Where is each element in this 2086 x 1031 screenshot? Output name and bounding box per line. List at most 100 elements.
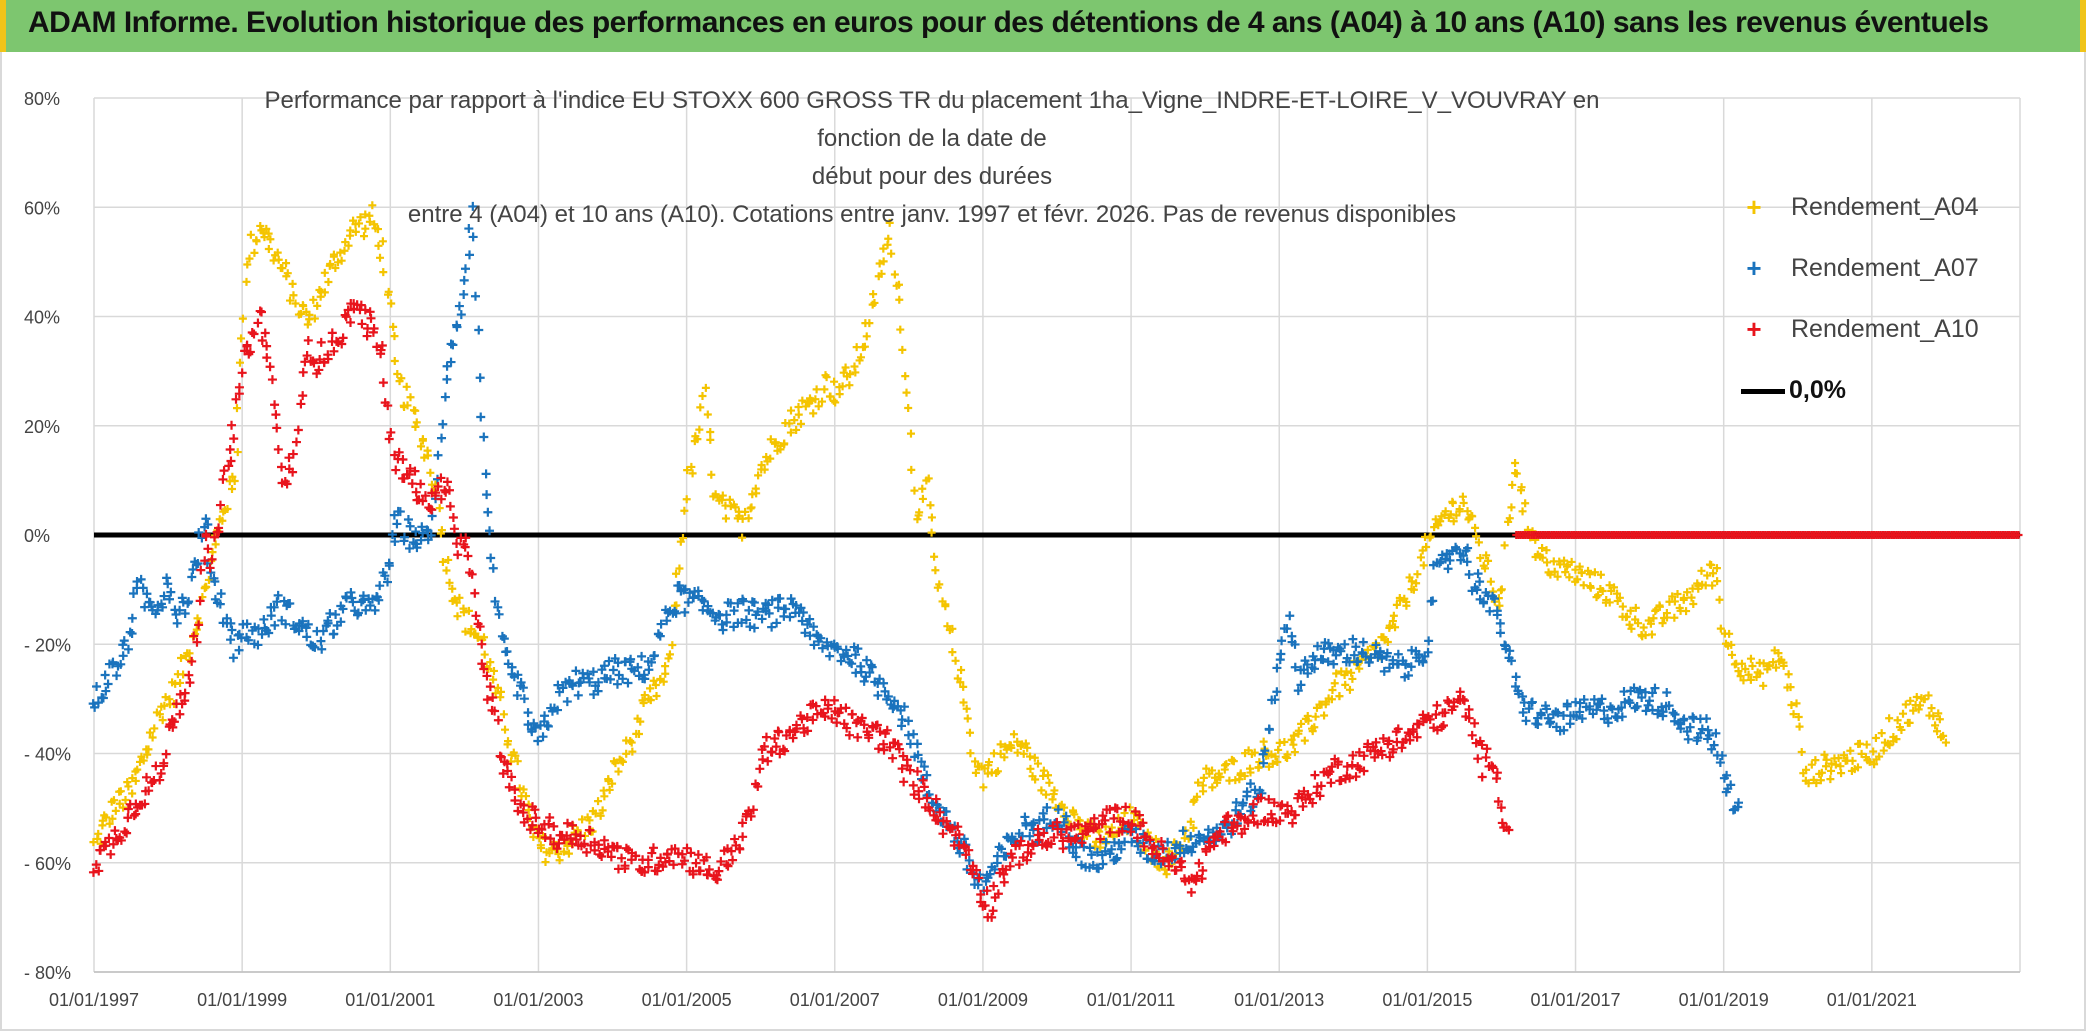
a04-point: [346, 226, 355, 235]
a07-point: [1277, 636, 1287, 646]
a04-point: [1639, 623, 1648, 632]
a07-point: [571, 666, 581, 676]
a04-point: [652, 692, 661, 701]
a10-point: [563, 818, 573, 828]
a10-point: [1215, 826, 1225, 836]
a10-point: [987, 912, 997, 922]
a10-point: [1186, 887, 1196, 897]
a04-point: [305, 310, 314, 319]
a07-point: [847, 659, 857, 669]
a10-point: [874, 744, 884, 754]
a04-point: [1816, 776, 1825, 785]
a07-point: [1107, 844, 1117, 854]
a10-point: [1240, 824, 1250, 834]
a04-point: [1563, 562, 1571, 571]
a10-point: [914, 794, 924, 804]
a04-point: [1311, 712, 1320, 721]
chart-title-line-2: début pour des durées: [811, 163, 1053, 190]
a10-point: [510, 795, 520, 805]
a10-point: [1308, 798, 1318, 808]
a07-point: [1331, 650, 1341, 660]
a04-point: [678, 534, 687, 543]
a10-point: [482, 695, 492, 705]
a04-point: [760, 465, 769, 474]
a07-point: [1053, 805, 1063, 815]
x-tick-label: 01/01/1999: [197, 990, 287, 1010]
a07-point: [1428, 596, 1438, 606]
a04-point: [283, 269, 292, 278]
a04-point: [245, 254, 254, 263]
a07-point: [608, 665, 618, 675]
a10-point: [761, 732, 771, 742]
a04-point: [155, 710, 164, 719]
a04-point: [453, 612, 462, 621]
a07-point: [1595, 699, 1605, 709]
a04-point: [1739, 676, 1748, 685]
a10-point: [479, 664, 489, 674]
a04-point: [313, 301, 322, 310]
a07-point: [1458, 551, 1468, 561]
a04-point: [646, 684, 655, 693]
a10-point: [1342, 762, 1352, 772]
a10-point: [748, 805, 758, 815]
a07-point: [338, 604, 348, 614]
a10-point: [808, 715, 818, 725]
a04-point: [252, 236, 261, 245]
a07-point: [1524, 704, 1534, 714]
a04-point: [116, 787, 125, 796]
a10-point: [704, 864, 714, 874]
a07-point: [1025, 831, 1035, 841]
a07-point: [1302, 660, 1312, 670]
a04-point: [1383, 637, 1392, 646]
a10-point: [999, 869, 1009, 879]
a04-point: [1605, 581, 1614, 590]
a10-point: [1388, 744, 1398, 754]
a04-point: [1267, 750, 1276, 759]
a10-point: [1327, 762, 1337, 772]
a10-point: [327, 328, 337, 338]
a04-point: [796, 419, 805, 428]
a04-point: [1332, 669, 1341, 678]
a07-point: [1276, 649, 1286, 659]
a04-point: [887, 249, 896, 258]
a07-point: [825, 651, 835, 661]
a07-point: [640, 674, 650, 684]
a07-point: [757, 614, 767, 624]
a10-point: [1377, 750, 1387, 760]
a04-point: [1037, 786, 1046, 795]
a04-point: [1879, 746, 1888, 755]
a10-point: [847, 709, 857, 719]
a04-point: [901, 372, 910, 381]
a07-point: [516, 677, 526, 687]
a10-point: [356, 300, 366, 310]
a07-point: [1527, 697, 1537, 707]
a10-point: [433, 481, 443, 491]
a04-point: [1585, 570, 1594, 579]
a07-point: [1340, 639, 1350, 649]
a04-point: [480, 650, 489, 659]
a10-point: [1112, 804, 1122, 814]
a04-point: [1363, 645, 1372, 654]
a07-point: [226, 635, 236, 645]
a07-point: [374, 595, 384, 605]
a04-point: [1663, 613, 1672, 622]
a10-point: [1492, 768, 1502, 778]
a10-point: [1080, 821, 1090, 831]
a07-point: [1571, 712, 1581, 722]
a07-point: [187, 572, 197, 582]
a04-point: [444, 555, 453, 564]
a10-point: [686, 848, 696, 858]
a04-point: [160, 701, 169, 710]
a10-point: [716, 856, 726, 866]
a10-point: [215, 500, 225, 510]
a10-point: [1408, 724, 1418, 734]
a04-point: [459, 604, 468, 613]
a04-point: [296, 309, 305, 318]
a07-point: [568, 681, 578, 691]
a04-point: [1914, 705, 1923, 714]
a04-point: [250, 248, 259, 257]
a10-point: [420, 491, 430, 501]
a10-point: [405, 464, 415, 474]
a07-point: [127, 613, 137, 623]
plus-marker-icon: +: [1746, 314, 1762, 344]
